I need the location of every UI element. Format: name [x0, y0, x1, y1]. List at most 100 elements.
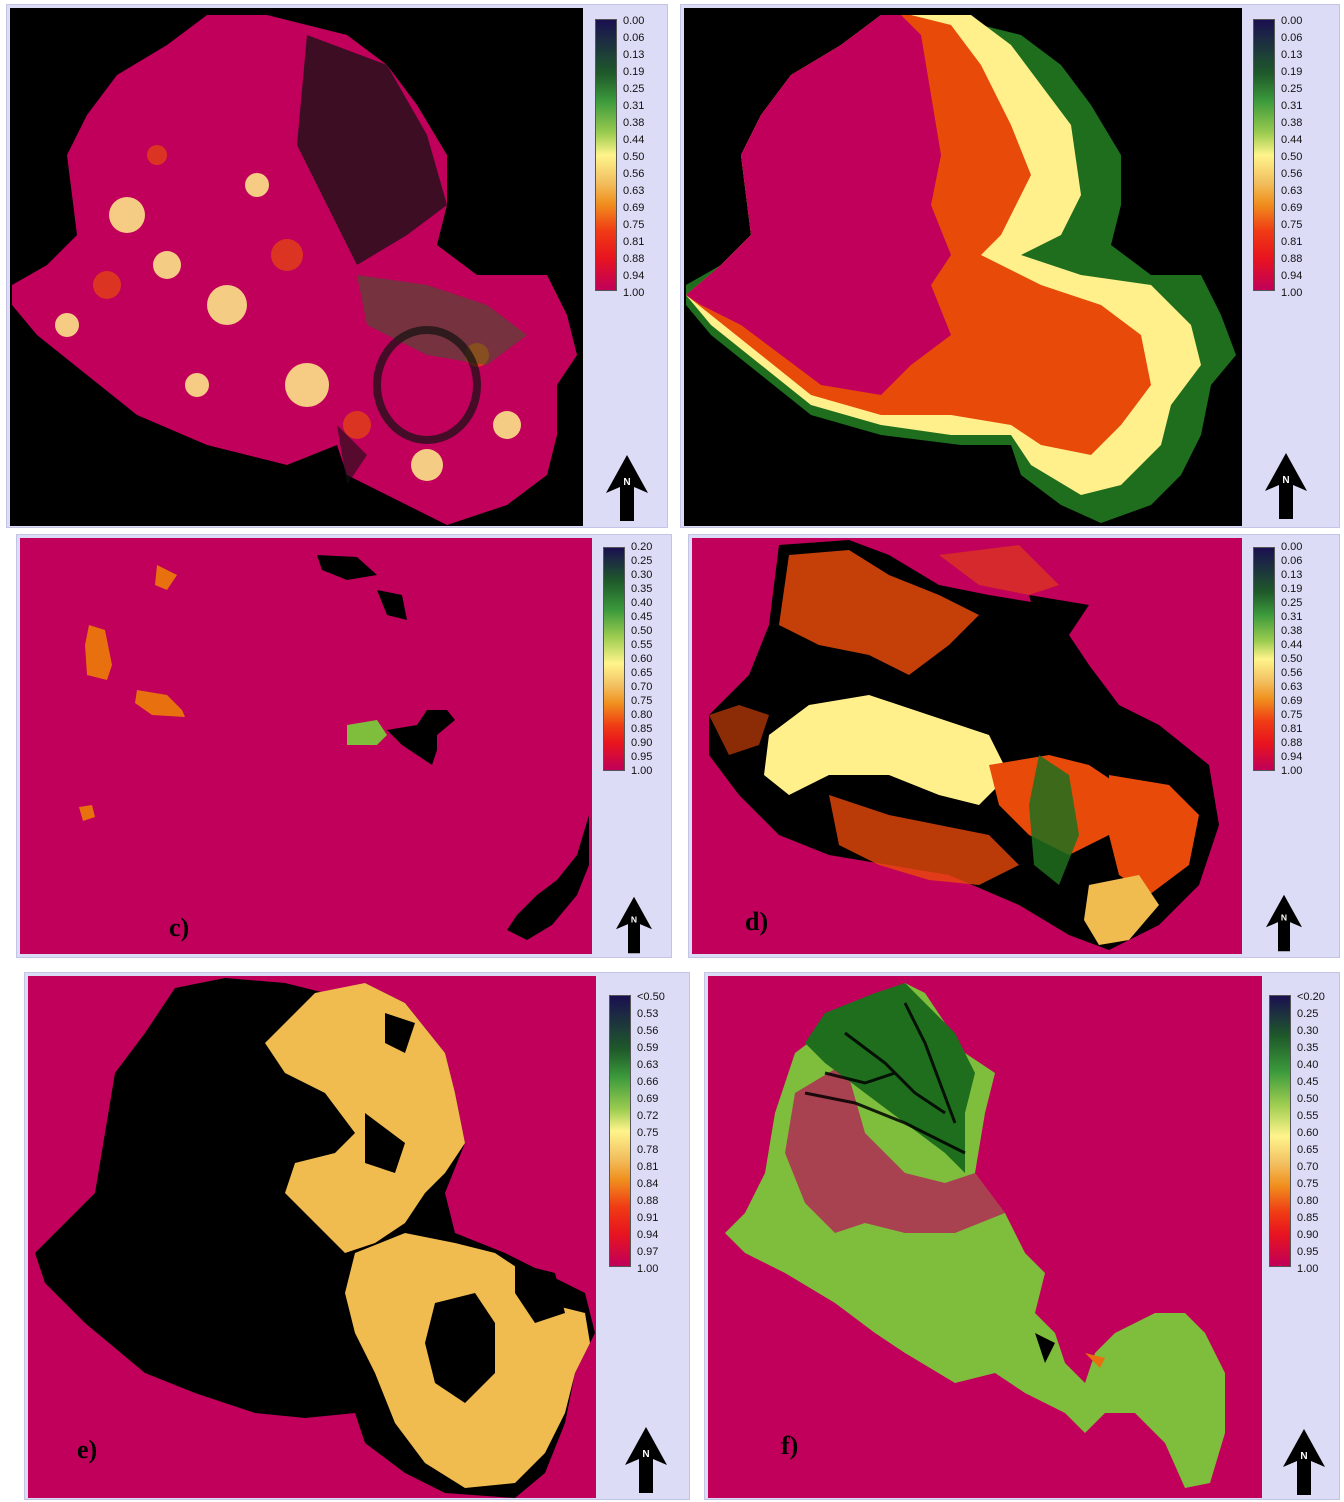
legend-tick: 0.69: [1281, 695, 1303, 707]
north-label: N: [1281, 912, 1287, 922]
legend-tick: 0.78: [637, 1144, 659, 1156]
legend-tick: 0.63: [637, 1059, 659, 1071]
legend-tick: 0.19: [1281, 66, 1303, 78]
legend-tick: 0.31: [623, 100, 645, 112]
north-label: N: [631, 914, 637, 924]
legend-tick: 0.19: [623, 66, 645, 78]
legend-tick: <0.50: [637, 991, 665, 1003]
panel-c: c) 0.20 0.25 0.30 0.35 0.40 0.45 0.50 0.…: [16, 534, 672, 958]
legend-tick: 0.45: [631, 611, 653, 623]
legend-tick: 0.63: [1281, 681, 1303, 693]
legend-tick: 0.30: [1297, 1025, 1319, 1037]
legend-tick: 0.13: [623, 49, 645, 61]
legend-tick: 0.56: [1281, 667, 1303, 679]
legend-tick: 0.25: [1297, 1008, 1319, 1020]
legend-tick: 0.50: [631, 625, 653, 637]
legend-tick: 0.40: [1297, 1059, 1319, 1071]
legend-tick: 0.25: [623, 83, 645, 95]
legend-tick: 0.94: [637, 1229, 659, 1241]
north-arrow-icon: N: [1283, 1429, 1325, 1495]
legend-tick: 0.35: [631, 583, 653, 595]
north-label: N: [1282, 475, 1289, 486]
legend-tick: 0.85: [631, 723, 653, 735]
legend-tick: 0.84: [637, 1178, 659, 1190]
legend-tick: 0.69: [1281, 202, 1303, 214]
legend-tick: 0.94: [1281, 270, 1303, 282]
legend-tick: 0.95: [1297, 1246, 1319, 1258]
legend-tick: 0.31: [1281, 611, 1303, 623]
legend-tick: 0.88: [1281, 737, 1303, 749]
legend-tick: 0.60: [1297, 1127, 1319, 1139]
legend-tick: 0.65: [1297, 1144, 1319, 1156]
legend-tick: 0.70: [1297, 1161, 1319, 1173]
legend-tick: 0.06: [1281, 32, 1303, 44]
legend-tick: 0.65: [631, 667, 653, 679]
legend-tick: 0.75: [1281, 709, 1303, 721]
legend-tick: 0.06: [623, 32, 645, 44]
north-label: N: [642, 1449, 649, 1460]
north-arrow-icon: N: [616, 896, 652, 954]
north-arrow-icon: N: [1266, 894, 1302, 952]
north-arrow-icon: N: [625, 1427, 667, 1493]
north-label: N: [623, 477, 630, 488]
legend-tick: 0.66: [637, 1076, 659, 1088]
legend-tick: 0.81: [637, 1161, 659, 1173]
legend-tick: 0.69: [637, 1093, 659, 1105]
panel-f: f) <0.20 0.25 0.30 0.35 0.40 0.45 0.50 0…: [704, 972, 1340, 1500]
legend-tick: 0.44: [623, 134, 645, 146]
legend-tick: 0.70: [631, 681, 653, 693]
legend-tick: 0.75: [1281, 219, 1303, 231]
legend-tick: 0.95: [631, 751, 653, 763]
legend-tick: 0.40: [631, 597, 653, 609]
legend-tick: 0.38: [623, 117, 645, 129]
legend-tick: 0.81: [1281, 723, 1303, 735]
legend-tick: 0.75: [631, 695, 653, 707]
legend-tick: 0.63: [623, 185, 645, 197]
panel-label: a): [75, 457, 97, 486]
legend-tick: 1.00: [1281, 765, 1303, 777]
legend-tick: 0.97: [637, 1246, 659, 1258]
legend-tick: 0.00: [1281, 541, 1303, 553]
map-d: [692, 538, 1242, 954]
legend-tick: 0.59: [637, 1042, 659, 1054]
legend-tick: 0.75: [623, 219, 645, 231]
legend-tick: 0.19: [1281, 583, 1303, 595]
legend-tick: 0.55: [631, 639, 653, 651]
legend-tick: 0.53: [637, 1008, 659, 1020]
legend-tick: 1.00: [631, 765, 653, 777]
legend-tick: 0.90: [631, 737, 653, 749]
legend-tick: 0.60: [631, 653, 653, 665]
legend-tick: 0.56: [623, 168, 645, 180]
north-arrow-icon: N: [1265, 453, 1307, 519]
legend-tick: 0.85: [1297, 1212, 1319, 1224]
legend-tick: 1.00: [623, 287, 645, 299]
legend-tick: 1.00: [1281, 287, 1303, 299]
legend-tick: 0.38: [1281, 117, 1303, 129]
legend-tick: 0.88: [1281, 253, 1303, 265]
legend-tick: 0.00: [623, 15, 645, 27]
legend-tick: 1.00: [1297, 1263, 1319, 1275]
panel-label: b): [737, 447, 761, 476]
legend-tick: 0.90: [1297, 1229, 1319, 1241]
legend-tick: 0.44: [1281, 134, 1303, 146]
panel-d: d) 0.00 0.06 0.13 0.19 0.25 0.31 0.38 0.…: [688, 534, 1340, 958]
panel-a: a) 0.00 0.06 0.13 0.19 0.25 0.31 0.38 0.…: [6, 4, 668, 528]
legend-tick: 0.13: [1281, 49, 1303, 61]
legend-tick: 0.88: [623, 253, 645, 265]
legend-tick: 0.35: [1297, 1042, 1319, 1054]
map-a: [10, 8, 583, 526]
panel-e: e) <0.50 0.53 0.56 0.59 0.63 0.66 0.69 0…: [24, 972, 690, 1500]
legend-tick: 0.50: [1281, 151, 1303, 163]
legend-tick: 0.94: [623, 270, 645, 282]
legend-tick: 0.00: [1281, 15, 1303, 27]
legend-tick: 0.50: [1281, 653, 1303, 665]
legend-tick: 0.44: [1281, 639, 1303, 651]
legend-tick: 0.91: [637, 1212, 659, 1224]
legend-tick: 0.81: [623, 236, 645, 248]
legend-tick: 0.20: [631, 541, 653, 553]
legend-tick: 0.13: [1281, 569, 1303, 581]
north-label: N: [1300, 1451, 1307, 1462]
legend-tick: 0.94: [1281, 751, 1303, 763]
legend-tick: 1.00: [637, 1263, 659, 1275]
legend-tick: 0.80: [631, 709, 653, 721]
